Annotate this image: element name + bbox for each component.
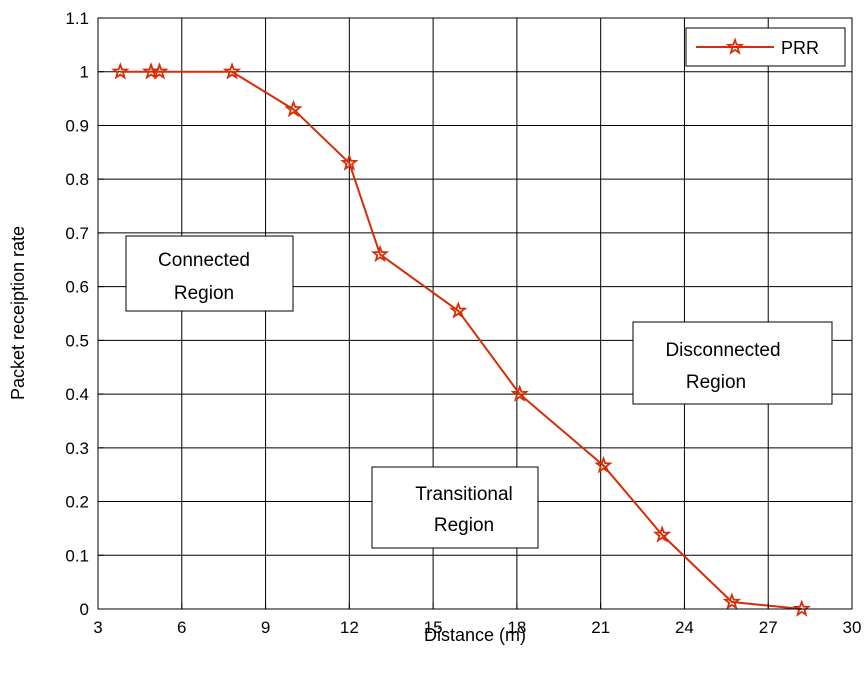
y-tick-label: 0.6 xyxy=(65,278,89,297)
x-tick-label: 24 xyxy=(675,618,694,637)
data-point-star xyxy=(652,525,672,543)
annotation-line: Transitional xyxy=(415,484,513,505)
y-tick-label: 0.2 xyxy=(65,493,89,512)
data-point-star xyxy=(340,153,359,171)
legend-star-shape xyxy=(725,37,745,55)
data-point-star xyxy=(111,62,130,80)
annotation-box xyxy=(632,321,833,405)
annotation-line: Region xyxy=(174,283,234,304)
annotation-connected-region: Connected Region xyxy=(125,235,294,312)
y-tick-label: 1 xyxy=(80,63,89,82)
data-point-star xyxy=(150,62,169,80)
x-tick-label: 3 xyxy=(93,618,102,637)
x-tick-label: 21 xyxy=(591,618,610,637)
axis-ticks: 3 6 9 12 15 18 21 24 27 30 0 0.1 0.2 0.3 0.4 0.5 0.6 0.7 0… xyxy=(65,9,861,637)
x-tick-label: 12 xyxy=(340,618,359,637)
y-tick-label: 0.5 xyxy=(65,331,89,350)
y-tick-label: 0.4 xyxy=(65,385,89,404)
annotation-box xyxy=(371,466,539,549)
x-tick-label: 9 xyxy=(261,618,270,637)
legend-marker-star xyxy=(725,37,745,55)
annotation-transitional-region: Transitional Region xyxy=(371,466,539,549)
x-tick-label: 15 xyxy=(424,618,443,637)
data-point-star xyxy=(449,301,468,319)
y-tick-label: 1.1 xyxy=(65,9,89,28)
y-tick-label: 0.7 xyxy=(65,224,89,243)
series xyxy=(111,62,811,617)
legend-label: PRR xyxy=(781,38,819,58)
data-point-star xyxy=(594,455,613,474)
x-tick-label: 27 xyxy=(759,618,778,637)
y-tick-label: 0.9 xyxy=(65,116,89,135)
annotation-line: Region xyxy=(434,515,494,536)
data-point-star xyxy=(792,599,811,617)
y-axis-title: Packet receiption rate xyxy=(8,226,28,400)
data-point-star xyxy=(370,244,390,263)
legend: PRR xyxy=(685,27,846,67)
data-point-star xyxy=(222,62,242,80)
data-point-star xyxy=(722,592,742,610)
x-tick-label: 30 xyxy=(843,618,862,637)
y-tick-label: 0 xyxy=(80,600,89,619)
plot-frame xyxy=(97,17,853,610)
annotation-disconnected-region: Disconnected Region xyxy=(632,321,833,405)
x-axis-title: Distance (m) xyxy=(424,625,526,645)
annotation-box xyxy=(125,235,294,312)
y-tick-label: 0.1 xyxy=(65,546,89,565)
x-tick-label: 6 xyxy=(177,618,186,637)
annotation-line: Connected xyxy=(158,250,250,271)
annotation-line: Region xyxy=(686,372,746,393)
annotations: Connected Region Transitional Region Dis… xyxy=(125,235,833,549)
annotation-line: Disconnected xyxy=(665,340,780,361)
data-point-star xyxy=(510,384,529,402)
y-tick-label: 0.8 xyxy=(65,170,89,189)
data-point-star xyxy=(284,99,303,118)
series-line xyxy=(120,70,802,610)
x-tick-label: 18 xyxy=(507,618,526,637)
y-tick-label: 0.3 xyxy=(65,439,89,458)
